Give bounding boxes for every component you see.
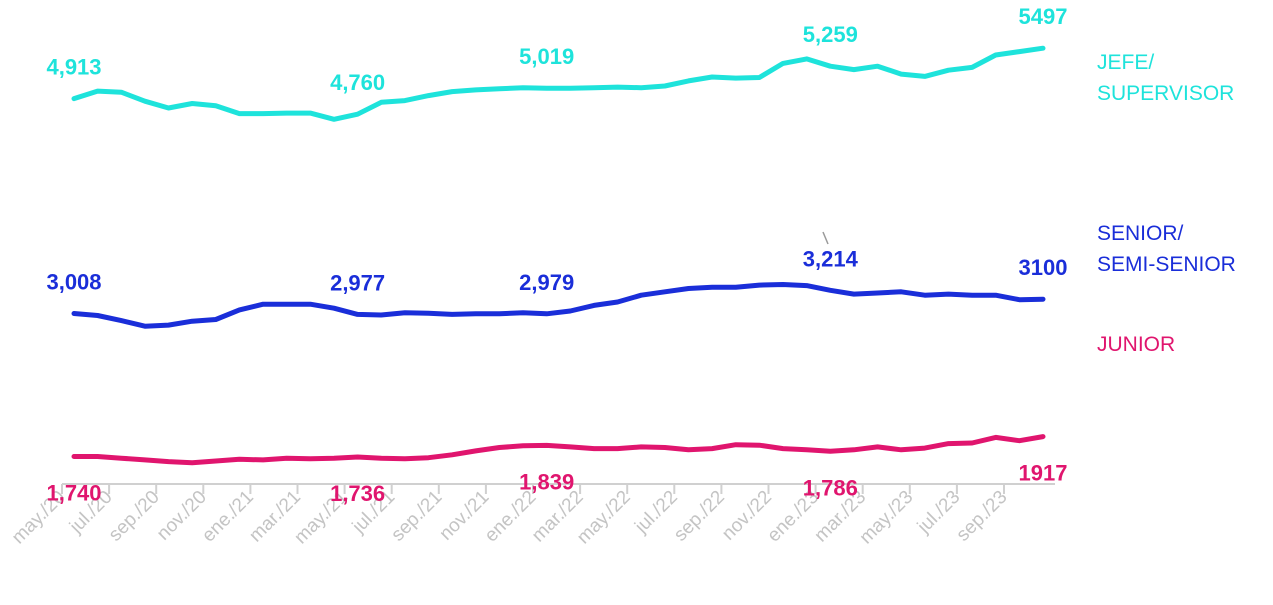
series-name: SENIOR/ (1097, 222, 1184, 245)
x-tick-label: may./22 (573, 487, 635, 549)
x-tick-label: ene./21 (198, 487, 258, 547)
series-line-1 (71, 282, 1046, 329)
data-label: 5,259 (803, 22, 858, 47)
x-tick-label: sep./23 (953, 487, 1012, 546)
label-leader-line (822, 231, 829, 245)
series-line-2 (71, 434, 1046, 466)
x-tick-label: sep./21 (387, 487, 446, 546)
series-legend: JEFE/SUPERVISOR SENIOR/SEMI-SENIOR JUNIOR (1097, 51, 1236, 356)
data-label: 5,019 (519, 44, 574, 69)
data-label: 1917 (1019, 461, 1068, 486)
x-tick-label: may./23 (856, 487, 918, 549)
x-tick-label: sep./22 (670, 487, 729, 546)
data-label: 3,008 (46, 269, 101, 294)
series-name: SEMI-SENIOR (1097, 253, 1236, 276)
data-label: 1,839 (519, 469, 574, 494)
data-label: 1,786 (803, 475, 858, 500)
data-label: 5497 (1019, 4, 1068, 29)
data-labels: 4,913 4,760 5,019 5,259 5497 3,008 2,977 2,979 3… (46, 4, 1067, 506)
series-name: SUPERVISOR (1097, 82, 1234, 105)
data-label: 3100 (1019, 255, 1068, 280)
data-label: 2,979 (519, 270, 574, 295)
x-tick-label: ene./22 (481, 487, 541, 547)
series-layer (71, 45, 1046, 466)
data-label: 3,214 (803, 246, 859, 271)
data-label: 4,760 (330, 70, 385, 95)
data-label: 1,740 (46, 481, 101, 506)
data-label: 4,913 (46, 55, 101, 80)
x-axis-ticks: may./20jul./20sep./20nov./20ene./21mar./… (8, 484, 1012, 548)
series-name: JUNIOR (1097, 333, 1175, 356)
series-name: JEFE/ (1097, 51, 1154, 74)
data-label: 2,977 (330, 270, 385, 295)
data-label: 1,736 (330, 481, 385, 506)
series-line-0 (71, 45, 1046, 122)
x-tick-label: sep./20 (105, 487, 164, 546)
